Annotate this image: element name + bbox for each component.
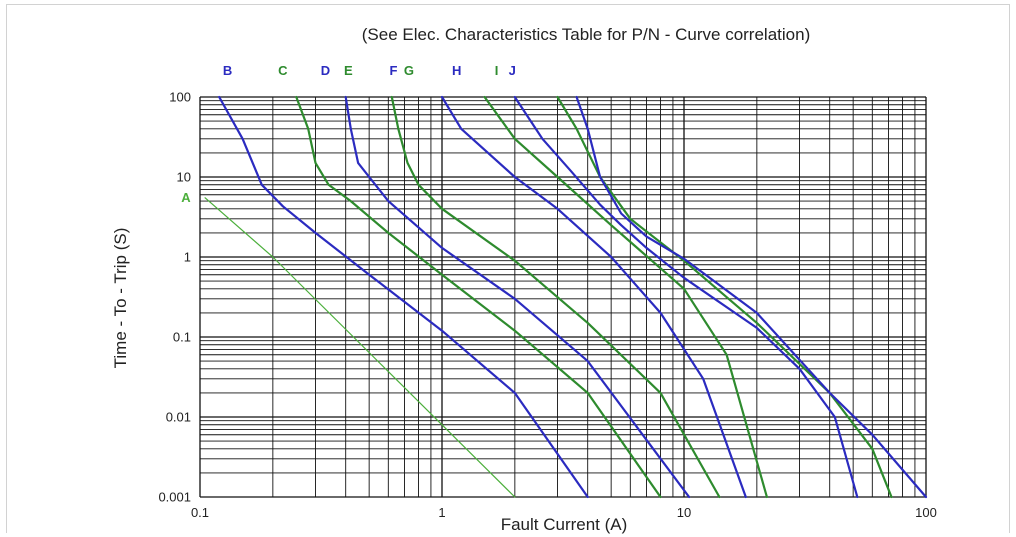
curve-C — [295, 95, 662, 499]
curve-G — [483, 95, 768, 499]
curve-F — [556, 95, 893, 499]
y-axis-label: Time - To - Trip (S) — [111, 228, 130, 369]
curve-label-G: G — [404, 63, 414, 78]
curve-J — [575, 95, 928, 499]
x-tick-label: 0.1 — [191, 505, 209, 520]
chart-note: (See Elec. Characteristics Table for P/N… — [362, 25, 810, 44]
curve-H — [440, 95, 747, 499]
curve-label-E: E — [344, 63, 353, 78]
curve-label-H: H — [452, 63, 461, 78]
y-tick-label: 0.1 — [173, 330, 191, 345]
curve-labels: B C D E F G H I J A — [181, 63, 516, 205]
curve-label-D: D — [321, 63, 330, 78]
curve-B — [218, 95, 589, 499]
x-tick-label: 100 — [915, 505, 937, 520]
curve-label-J: J — [509, 63, 516, 78]
x-tick-label: 1 — [438, 505, 445, 520]
y-tick-label: 100 — [169, 90, 191, 105]
curve-label-C: C — [278, 63, 288, 78]
x-axis-label: Fault Current (A) — [501, 515, 628, 534]
curve-I — [513, 95, 859, 499]
curve-label-A: A — [181, 190, 191, 205]
axis-ticks: 0.1 1 10 100 0.001 0.01 0.1 1 10 100 — [158, 90, 936, 521]
curve-label-B: B — [223, 63, 232, 78]
curve-label-F: F — [389, 63, 397, 78]
y-tick-label: 1 — [184, 250, 191, 265]
curve-E — [390, 95, 721, 499]
chart-frame — [6, 4, 1010, 533]
curve-D — [344, 95, 691, 499]
curve-A — [204, 197, 516, 498]
x-tick-label: 10 — [677, 505, 691, 520]
y-tick-label: 0.001 — [158, 490, 191, 505]
y-tick-label: 10 — [177, 170, 191, 185]
curves — [204, 95, 928, 499]
grid — [199, 96, 927, 498]
y-tick-label: 0.01 — [166, 410, 191, 425]
curve-label-I: I — [495, 63, 499, 78]
